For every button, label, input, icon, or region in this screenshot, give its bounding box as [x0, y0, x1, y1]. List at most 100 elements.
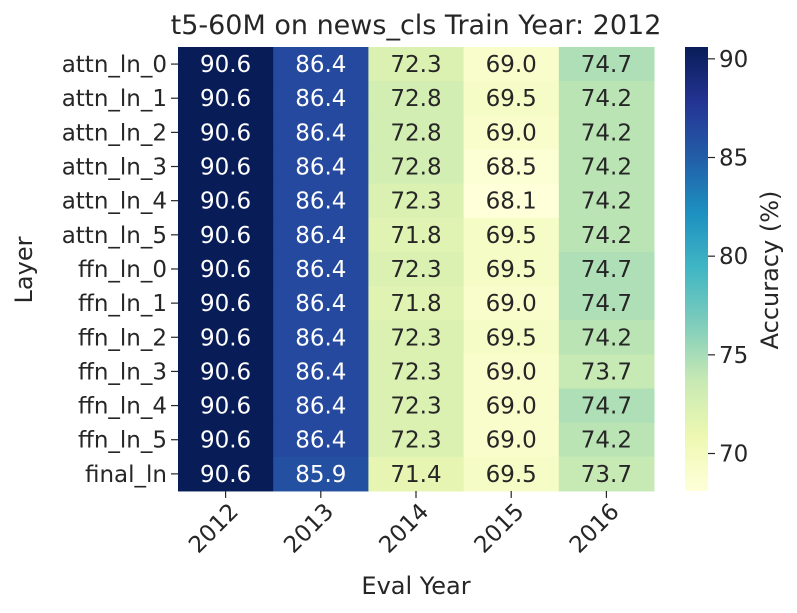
cell-value-label: 86.4: [295, 428, 346, 454]
heatmap-cell: [273, 388, 369, 424]
heatmap-cell: [178, 354, 274, 389]
cell-value-label: 71.8: [390, 291, 441, 317]
cell-value-label: 69.0: [486, 291, 537, 317]
heatmap-cell: [178, 183, 274, 219]
heatmap-cell: [273, 183, 369, 219]
cell-value-label: 90.6: [200, 120, 251, 146]
heatmap-cell: [273, 47, 369, 82]
colorbar-tick-label: 85: [719, 146, 748, 172]
y-tick-label: attn_ln_1: [62, 86, 167, 112]
heatmap-cell: [368, 251, 465, 287]
cell-value-label: 72.8: [390, 155, 441, 181]
cell-value-label: 85.9: [295, 462, 346, 488]
cell-value-label: 72.3: [390, 325, 441, 351]
cell-value-label: 69.5: [486, 86, 537, 112]
x-tick-label: 2016: [565, 499, 625, 559]
cell-value-label: 90.6: [200, 257, 251, 283]
heatmap-cell: [178, 47, 274, 82]
cell-value-label: 73.7: [581, 462, 632, 488]
heatmap-cell: [368, 286, 465, 321]
cell-value-label: 90.6: [200, 325, 251, 351]
heatmap-cell: [368, 456, 465, 492]
cell-value-label: 86.4: [295, 52, 346, 78]
cell-value-label: 68.1: [486, 189, 537, 215]
cell-value-label: 72.3: [390, 428, 441, 454]
heatmap-cell: [463, 183, 560, 219]
heatmap-cell: [178, 81, 274, 116]
cell-value-label: 86.4: [295, 86, 346, 112]
cell-value-label: 72.3: [390, 257, 441, 283]
heatmap-cell: [368, 115, 465, 150]
chart-title: t5-60M on news_cls Train Year: 2012: [171, 10, 662, 41]
heatmap-cell: [463, 354, 560, 389]
heatmap-cell: [558, 149, 655, 185]
y-tick-label: ffn_ln_3: [78, 359, 167, 385]
y-tick-label: ffn_ln_0: [78, 257, 167, 283]
cell-value-label: 69.0: [486, 394, 537, 420]
y-axis: attn_ln_0 attn_ln_1 attn_ln_2 attn_ln_3attn…: [62, 52, 178, 488]
cell-value-label: 86.4: [295, 257, 346, 283]
cell-value-label: 71.8: [390, 223, 441, 249]
heatmap-cell: [558, 217, 655, 253]
heatmap-cell: [273, 286, 369, 321]
cell-value-label: 69.0: [486, 52, 537, 78]
cell-value-label: 90.6: [200, 359, 251, 385]
cell-value-label: 68.5: [486, 155, 537, 181]
y-axis-label: Layer: [10, 236, 38, 303]
heatmap-cell: [558, 115, 655, 150]
cell-value-label: 90.6: [200, 291, 251, 317]
y-tick-label: attn_ln_3: [62, 155, 167, 181]
cell-value-label: 69.0: [486, 120, 537, 146]
cell-value-label: 74.2: [581, 223, 632, 249]
heatmap-cell: [273, 354, 369, 389]
cell-value-label: 72.8: [390, 86, 441, 112]
heatmap-cell: [463, 286, 560, 321]
heatmap-cell: [463, 388, 560, 424]
cell-value-label: 74.7: [581, 52, 632, 78]
heatmap-cell: [178, 422, 274, 458]
colorbar-gradient: [685, 47, 708, 491]
heatmap-cell: [463, 47, 560, 82]
cell-value-label: 86.4: [295, 223, 346, 249]
cell-value-label: 86.4: [295, 291, 346, 317]
cell-value-label: 72.3: [390, 394, 441, 420]
cell-value-label: 90.6: [200, 462, 251, 488]
y-tick-label: attn_ln_0: [62, 52, 167, 78]
heatmap-cell: [463, 320, 560, 355]
y-tick-label: attn_ln_5: [62, 223, 167, 249]
heatmap-cell: [273, 456, 369, 492]
heatmap-cell: [463, 422, 560, 458]
heatmap-cell: [463, 456, 560, 492]
heatmap-cell: [178, 456, 274, 492]
cell-value-label: 90.6: [200, 52, 251, 78]
cell-value-label: 86.4: [295, 359, 346, 385]
heatmap-cell: [558, 251, 655, 287]
cell-value-label: 86.4: [295, 325, 346, 351]
x-tick-label: 2015: [470, 499, 530, 559]
heatmap-cell: [273, 81, 369, 116]
cell-value-label: 74.2: [581, 189, 632, 215]
cell-value-label: 69.5: [486, 257, 537, 283]
cell-value-label: 90.6: [200, 223, 251, 249]
heatmap-cell: [463, 115, 560, 150]
x-axis-label: Eval Year: [361, 572, 470, 600]
cell-value-label: 74.2: [581, 86, 632, 112]
colorbar: 70 75 80 85 90 Accuracy (%): [685, 47, 784, 491]
heatmap-cell: [368, 149, 465, 185]
cell-value-label: 86.4: [295, 155, 346, 181]
cell-value-label: 90.6: [200, 86, 251, 112]
cell-value-label: 86.4: [295, 189, 346, 215]
y-tick-label: attn_ln_4: [62, 189, 167, 215]
heatmap-cell: [178, 149, 274, 185]
y-tick-label: ffn_ln_5: [78, 428, 167, 454]
heatmap-cell: [558, 81, 655, 116]
cell-value-label: 86.4: [295, 120, 346, 146]
cell-value-label: 74.7: [581, 291, 632, 317]
y-tick-label: final_ln: [85, 462, 167, 488]
cell-value-label: 90.6: [200, 428, 251, 454]
x-tick-label: 2014: [374, 499, 434, 559]
x-tick-label: 2012: [184, 499, 244, 559]
heatmap-cell: [463, 251, 560, 287]
heatmap-cell: [558, 388, 655, 424]
